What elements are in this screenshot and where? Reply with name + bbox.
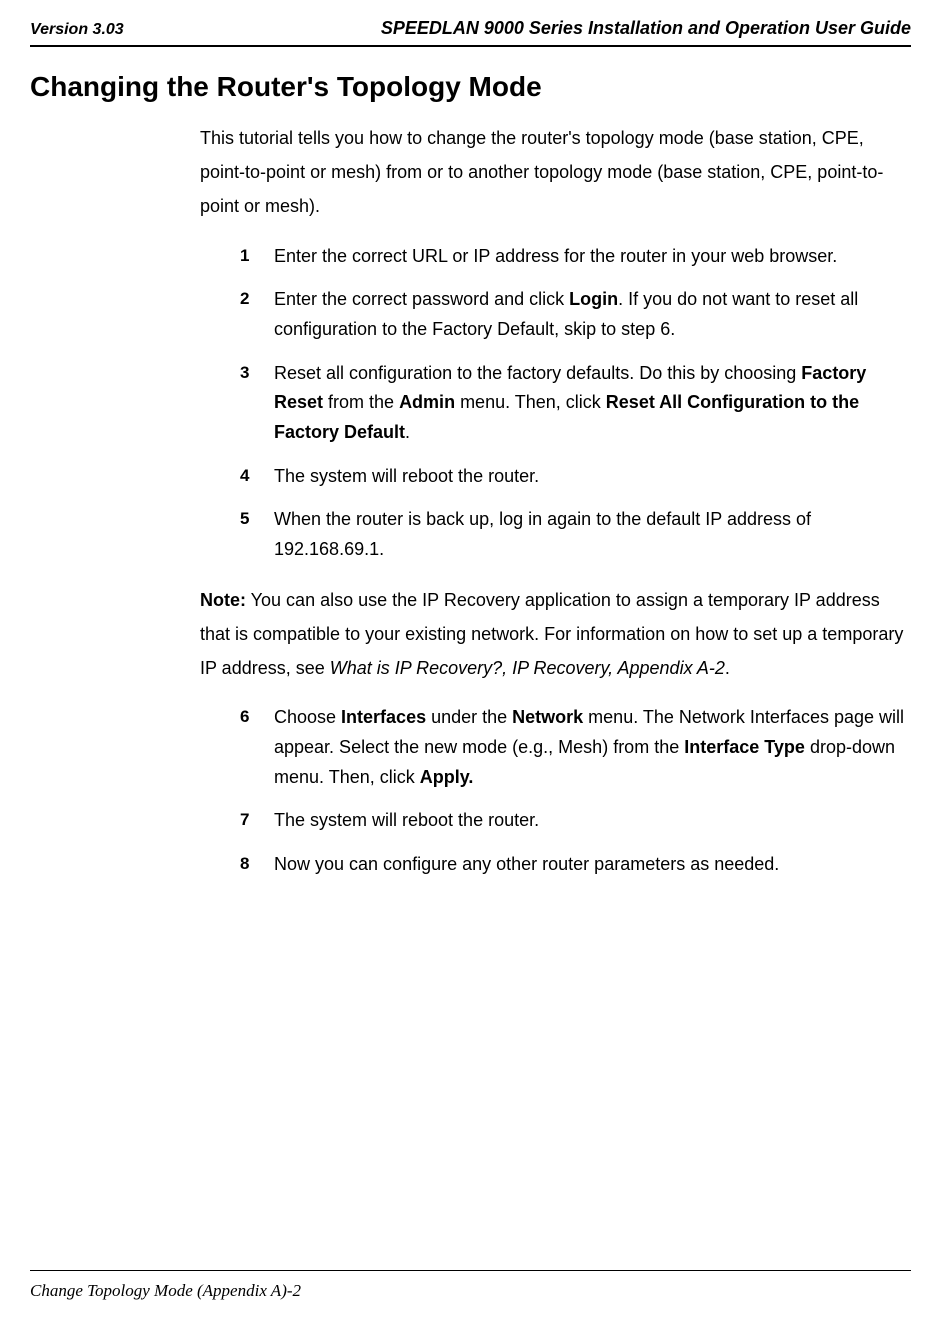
section-title: Changing the Router's Topology Mode (30, 71, 911, 103)
text-mid: from the (323, 392, 399, 412)
bold-text: Apply. (420, 767, 474, 787)
list-item: 8 Now you can configure any other router… (240, 850, 911, 880)
step-number: 5 (240, 505, 274, 564)
intro-paragraph: This tutorial tells you how to change th… (200, 121, 911, 224)
step-text: When the router is back up, log in again… (274, 505, 911, 564)
step-text: Reset all configuration to the factory d… (274, 359, 911, 448)
step-number: 1 (240, 242, 274, 272)
text-post: . (405, 422, 410, 442)
guide-title: SPEEDLAN 9000 Series Installation and Op… (381, 18, 911, 39)
footer-text: Change Topology Mode (Appendix A)-2 (30, 1281, 301, 1300)
content-block: This tutorial tells you how to change th… (200, 121, 911, 880)
list-item: 3 Reset all configuration to the factory… (240, 359, 911, 448)
note-post: . (725, 658, 730, 678)
step-number: 3 (240, 359, 274, 448)
list-item: 6 Choose Interfaces under the Network me… (240, 703, 911, 792)
bold-text: Interface Type (684, 737, 805, 757)
list-item: 4 The system will reboot the router. (240, 462, 911, 492)
note-label: Note: (200, 590, 246, 610)
step-text: Choose Interfaces under the Network menu… (274, 703, 911, 792)
text-pre: Enter the correct password and click (274, 289, 569, 309)
step-number: 7 (240, 806, 274, 836)
text-mid: menu. Then, click (455, 392, 606, 412)
list-item: 1 Enter the correct URL or IP address fo… (240, 242, 911, 272)
list-item: 7 The system will reboot the router. (240, 806, 911, 836)
steps-list-1: 1 Enter the correct URL or IP address fo… (240, 242, 911, 565)
bold-text: Admin (399, 392, 455, 412)
text-pre: Reset all configuration to the factory d… (274, 363, 801, 383)
list-item: 2 Enter the correct password and click L… (240, 285, 911, 344)
text-mid: under the (426, 707, 512, 727)
step-text: Now you can configure any other router p… (274, 850, 911, 880)
step-text: Enter the correct password and click Log… (274, 285, 911, 344)
step-text: Enter the correct URL or IP address for … (274, 242, 911, 272)
list-item: 5 When the router is back up, log in aga… (240, 505, 911, 564)
page-footer: Change Topology Mode (Appendix A)-2 (30, 1270, 911, 1301)
step-text: The system will reboot the router. (274, 806, 911, 836)
note-paragraph: Note: You can also use the IP Recovery a… (200, 583, 911, 686)
version-label: Version 3.03 (30, 21, 124, 39)
bold-text: Network (512, 707, 583, 727)
step-number: 4 (240, 462, 274, 492)
note-italic: What is IP Recovery?, IP Recovery, Appen… (330, 658, 725, 678)
bold-text: Interfaces (341, 707, 426, 727)
bold-text: Login (569, 289, 618, 309)
text-pre: Choose (274, 707, 341, 727)
step-number: 8 (240, 850, 274, 880)
step-text: The system will reboot the router. (274, 462, 911, 492)
step-number: 6 (240, 703, 274, 792)
steps-list-2: 6 Choose Interfaces under the Network me… (240, 703, 911, 879)
step-number: 2 (240, 285, 274, 344)
page-header: Version 3.03 SPEEDLAN 9000 Series Instal… (30, 18, 911, 47)
